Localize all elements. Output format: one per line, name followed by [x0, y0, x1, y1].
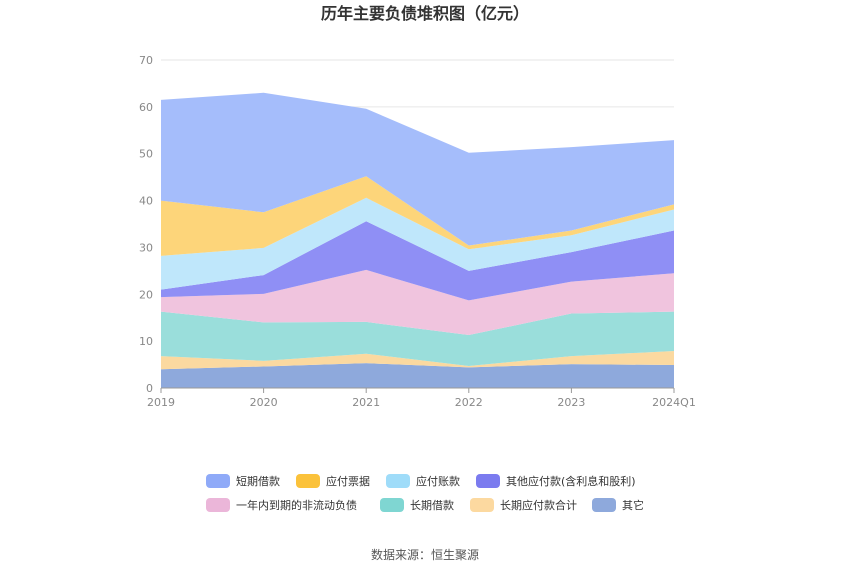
area-series-3: [161, 269, 674, 336]
area-series-0: [161, 363, 674, 388]
x-tick-label: 2023: [557, 396, 585, 409]
x-tick-label: 2021: [352, 396, 380, 409]
legend-swatch: [206, 498, 230, 512]
legend-label: 其他应付款(含利息和股利): [506, 474, 636, 488]
legend-item[interactable]: 其它: [592, 498, 644, 512]
legend-label: 应付票据: [326, 474, 370, 488]
y-tick-label: 50: [139, 148, 153, 161]
legend-swatch: [386, 474, 410, 488]
legend-swatch: [592, 498, 616, 512]
axes: 0 10 20 30 40 50 60 70 2019 2020 2021 2022 2023 2024Q…: [139, 54, 696, 409]
area-series-7: [161, 92, 674, 246]
area-series-5: [161, 197, 674, 290]
x-tick-label: 2024Q1: [652, 396, 696, 409]
legend-swatch: [476, 474, 500, 488]
legend-swatch: [296, 474, 320, 488]
y-tick-label: 60: [139, 101, 153, 114]
legend-label: 其它: [622, 498, 644, 512]
y-tick-label: 70: [139, 54, 153, 67]
y-tick-label: 40: [139, 195, 153, 208]
legend-item[interactable]: 应付账款: [386, 474, 460, 488]
legend-label: 长期应付款合计: [500, 498, 577, 512]
legend-label: 一年内到期的非流动负债: [236, 498, 357, 512]
legend[interactable]: 短期借款 应付票据 应付账款 其他应付款(含利息和股利) 一年内到期的非流动负债 长期借款…: [206, 474, 644, 512]
y-tick-label: 20: [139, 288, 153, 301]
area-series-2: [161, 311, 674, 366]
y-tick-label: 30: [139, 241, 153, 254]
x-tick-label: 2020: [250, 396, 278, 409]
legend-swatch: [470, 498, 494, 512]
legend-label: 长期借款: [410, 498, 454, 512]
y-tick-label: 10: [139, 335, 153, 348]
data-source-note: 数据来源：恒生聚源: [371, 547, 479, 562]
x-tick-label: 2019: [147, 396, 175, 409]
x-tick-label: 2022: [455, 396, 483, 409]
legend-swatch: [380, 498, 404, 512]
legend-item[interactable]: 长期借款: [380, 498, 454, 512]
legend-item[interactable]: 一年内到期的非流动负债: [206, 498, 357, 512]
legend-item[interactable]: 其他应付款(含利息和股利): [476, 474, 636, 488]
legend-swatch: [206, 474, 230, 488]
legend-label: 应付账款: [416, 474, 460, 488]
area-series-6: [161, 176, 674, 256]
y-tick-label: 0: [146, 382, 153, 395]
area-series-1: [161, 350, 674, 370]
legend-item[interactable]: 长期应付款合计: [470, 498, 577, 512]
legend-label: 短期借款: [236, 474, 280, 488]
legend-item[interactable]: 短期借款: [206, 474, 280, 488]
legend-item[interactable]: 应付票据: [296, 474, 370, 488]
stacked-areas: [161, 92, 674, 388]
chart-title: 历年主要负债堆积图（亿元）: [321, 4, 529, 23]
area-series-4: [161, 221, 674, 301]
